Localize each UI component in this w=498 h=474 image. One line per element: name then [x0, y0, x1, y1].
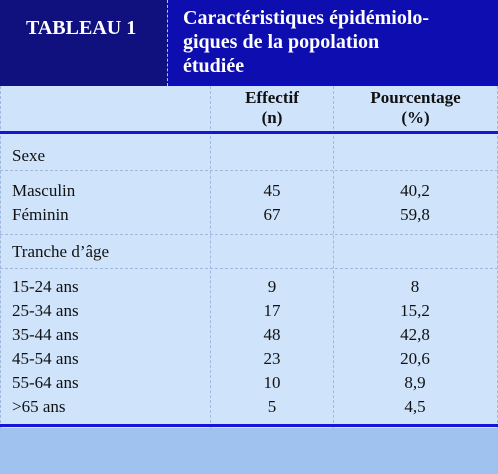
- table-title: Caractéristiques épidémiolo- giques de l…: [168, 0, 498, 86]
- table-row: Masculin 45 40,2: [0, 179, 498, 203]
- row-pourcentage: 40,2: [400, 181, 430, 200]
- row-divider: [0, 234, 498, 235]
- row-pourcentage: 8: [410, 277, 420, 296]
- column-header-pourcentage: Pourcentage (%): [334, 88, 497, 128]
- rows-age: 15-24 ans 9 8 25-34 ans 17 15,2 35-44 an…: [0, 275, 498, 419]
- row-pourcentage: 4,5: [404, 397, 426, 416]
- row-effectif: 5: [267, 397, 277, 416]
- table-row: 35-44 ans 48 42,8: [0, 323, 498, 347]
- row-divider: [0, 268, 498, 269]
- table-row: 15-24 ans 9 8: [0, 275, 498, 299]
- row-effectif: 23: [263, 349, 281, 368]
- row-effectif: 45: [263, 181, 281, 200]
- table-header: TABLEAU 1 Caractéristiques épidémiolo- g…: [0, 0, 498, 86]
- row-label: 55-64 ans: [12, 373, 79, 392]
- column-header-effectif: Effectif (n): [211, 88, 333, 128]
- row-pourcentage: 42,8: [400, 325, 430, 344]
- row-label: 25-34 ans: [12, 301, 79, 320]
- row-divider: [0, 170, 498, 171]
- row-label: 15-24 ans: [12, 277, 79, 296]
- column-header-effectif-line2: (n): [261, 108, 283, 127]
- table-title-line: Caractéristiques épidémiolo-: [183, 7, 430, 29]
- row-pourcentage: 59,8: [400, 205, 430, 224]
- table-left-border: [0, 86, 1, 428]
- table-row: >65 ans 5 4,5: [0, 395, 498, 419]
- row-effectif: 9: [267, 277, 277, 296]
- rows-sexe: Masculin 45 40,2 Féminin 67 59,8: [0, 179, 498, 227]
- row-effectif: 48: [263, 325, 281, 344]
- row-label: Masculin: [12, 181, 76, 200]
- row-pourcentage: 8,9: [404, 373, 426, 392]
- row-label: Féminin: [12, 205, 69, 224]
- column-divider: [210, 86, 211, 428]
- table-row: 25-34 ans 17 15,2: [0, 299, 498, 323]
- row-label: >65 ans: [12, 397, 66, 416]
- column-divider: [333, 86, 334, 428]
- header-rule: [0, 131, 498, 134]
- row-pourcentage: 15,2: [400, 301, 430, 320]
- section-heading-age: Tranche d’âge: [12, 242, 110, 261]
- table-label: TABLEAU 1: [0, 0, 168, 86]
- table-footer-band: [0, 428, 498, 474]
- row-effectif: 10: [263, 373, 281, 392]
- column-header-pourcentage-line2: (%): [401, 108, 430, 127]
- row-label: 35-44 ans: [12, 325, 79, 344]
- section-heading-sexe: Sexe: [12, 146, 46, 165]
- column-header-pourcentage-line1: Pourcentage: [370, 88, 461, 107]
- column-header-effectif-line1: Effectif: [245, 88, 299, 107]
- table-row: 55-64 ans 10 8,9: [0, 371, 498, 395]
- table-title-line: étudiée: [183, 55, 245, 77]
- row-label: 45-54 ans: [12, 349, 79, 368]
- table-row: 45-54 ans 23 20,6: [0, 347, 498, 371]
- row-effectif: 67: [263, 205, 281, 224]
- row-pourcentage: 20,6: [400, 349, 430, 368]
- footer-rule: [0, 424, 498, 427]
- row-effectif: 17: [263, 301, 281, 320]
- table-row: Féminin 67 59,8: [0, 203, 498, 227]
- table-title-line: giques de la popolation: [183, 31, 380, 53]
